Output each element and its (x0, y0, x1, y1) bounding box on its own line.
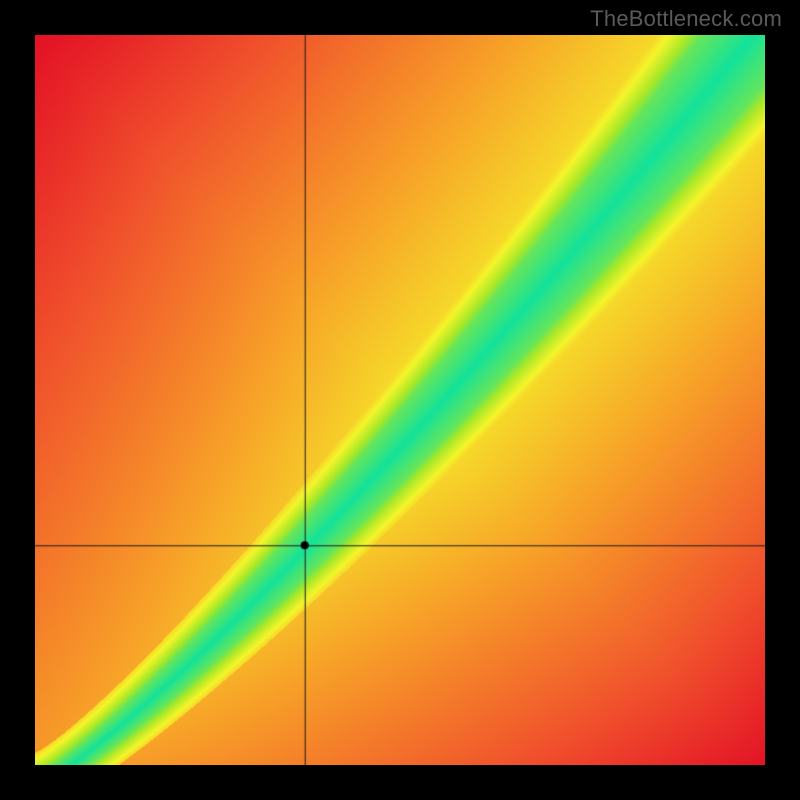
bottleneck-heatmap (35, 35, 765, 765)
watermark-text: TheBottleneck.com (590, 6, 782, 32)
crosshair-overlay (35, 35, 765, 765)
